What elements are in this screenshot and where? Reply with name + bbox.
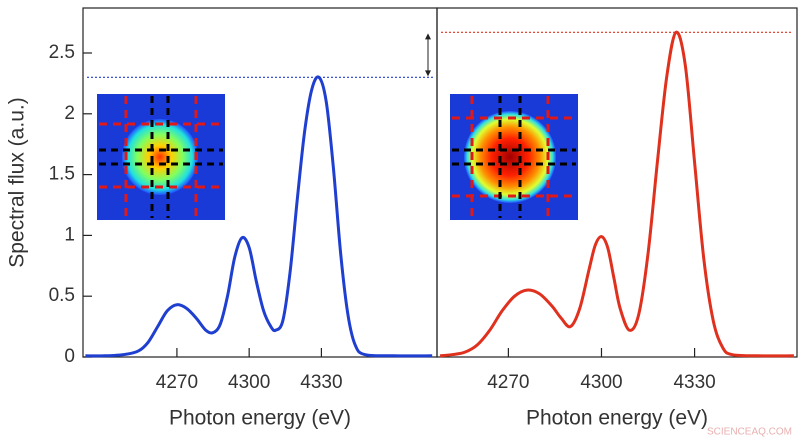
x-axis-label: Photon energy (eV)	[526, 407, 708, 430]
x-axis-label: Photon energy (eV)	[169, 407, 351, 430]
y-tick-label: 2.5	[49, 42, 75, 63]
spectrum-line	[85, 75, 433, 358]
x-tick-label: 4330	[300, 372, 342, 393]
x-tick-label: 4270	[156, 372, 198, 393]
x-tick-label: 4330	[673, 372, 715, 393]
arrow-head	[425, 70, 431, 77]
inset-left	[97, 94, 225, 220]
x-tick-label: 4300	[580, 372, 622, 393]
inset-right	[450, 94, 578, 220]
x-tick-label: 4300	[228, 372, 270, 393]
watermark: SCIENCEAQ.COM	[707, 427, 792, 438]
y-tick-label: 2	[64, 103, 75, 124]
y-tick-label: 1	[64, 224, 75, 245]
x-tick-label: 4270	[487, 372, 529, 393]
arrow-head	[425, 33, 431, 40]
spectrum-line	[439, 30, 794, 358]
y-tick-label: 0.5	[49, 285, 75, 306]
y-tick-label: 1.5	[49, 164, 75, 185]
y-axis-label: Spectral flux (a.u.)	[6, 97, 29, 267]
plot-frame	[436, 7, 798, 358]
y-tick-label: 0	[64, 346, 75, 367]
